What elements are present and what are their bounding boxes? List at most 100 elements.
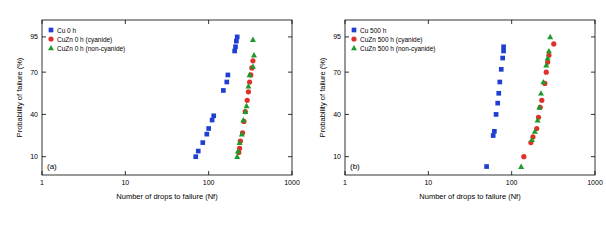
x-tick-label: 100 xyxy=(203,179,215,186)
data-point xyxy=(240,117,246,122)
marks xyxy=(484,34,556,169)
x-tick xyxy=(345,171,346,175)
legend-marker xyxy=(49,28,54,33)
x-tick-label: 10 xyxy=(424,179,432,186)
data-point xyxy=(501,44,506,49)
y-tick xyxy=(345,114,349,115)
legend-marker xyxy=(351,36,356,41)
data-point xyxy=(247,72,253,77)
plot-frame xyxy=(42,20,292,175)
legend-label: Cu 500 h xyxy=(360,27,387,34)
data-point xyxy=(242,108,248,113)
panel: 110100100010407095Number of drops to fai… xyxy=(318,20,603,201)
data-point xyxy=(250,58,255,63)
data-point xyxy=(235,148,241,153)
x-tick xyxy=(511,20,512,24)
data-point xyxy=(500,56,505,61)
x-tick xyxy=(345,20,346,24)
data-point xyxy=(536,104,542,109)
data-point xyxy=(532,128,538,133)
y-tick-label: 40 xyxy=(30,111,38,118)
legend-label: CuZn 0 h (cyanide) xyxy=(57,36,112,44)
y-tick-label: 10 xyxy=(333,153,341,160)
x-tick xyxy=(595,20,596,24)
y-tick-label: 95 xyxy=(333,33,341,40)
y-tick xyxy=(42,72,46,73)
legend: Cu 0 h CuZn 0 h (cyanide)CuZn 0 h (non-cy… xyxy=(48,27,125,53)
data-point xyxy=(551,41,556,46)
y-tick xyxy=(288,156,292,157)
x-tick xyxy=(125,171,126,175)
y-tick xyxy=(345,36,349,37)
y-tick xyxy=(288,114,292,115)
data-point xyxy=(245,83,251,88)
legend-label: Cu 0 h xyxy=(57,27,77,34)
x-tick-label: 10 xyxy=(121,179,129,186)
x-tick xyxy=(428,171,429,175)
legend-marker xyxy=(48,45,54,50)
data-point xyxy=(239,131,245,136)
data-point xyxy=(210,118,215,123)
data-point xyxy=(499,67,504,72)
data-point xyxy=(196,149,201,154)
y-tick-label: 10 xyxy=(30,153,38,160)
x-tick-label: 1000 xyxy=(587,179,603,186)
legend-label: CuZn 500 h (cyanide) xyxy=(360,36,423,44)
y-tick-label: 95 xyxy=(30,33,38,40)
data-point xyxy=(224,80,229,85)
data-point xyxy=(243,109,248,114)
x-tick xyxy=(125,20,126,24)
x-tick-label: 1 xyxy=(343,179,347,186)
data-point xyxy=(501,49,506,54)
figure: 110100100010407095Number of drops to fai… xyxy=(0,0,606,236)
data-point xyxy=(245,98,250,103)
y-tick xyxy=(345,156,349,157)
plot-frame xyxy=(345,20,595,175)
y-tick xyxy=(591,114,595,115)
y-tick-label: 70 xyxy=(30,69,38,76)
data-point xyxy=(539,98,544,103)
legend-marker xyxy=(48,36,53,41)
data-point xyxy=(529,137,535,142)
y-tick xyxy=(288,72,292,73)
data-point xyxy=(538,90,544,95)
data-point xyxy=(543,62,549,67)
data-point xyxy=(235,35,240,40)
x-tick-label: 1 xyxy=(40,179,44,186)
data-point xyxy=(237,139,243,144)
panel-label: (b) xyxy=(350,162,360,171)
y-tick xyxy=(42,114,46,115)
x-tick-label: 1000 xyxy=(284,179,300,186)
x-tick xyxy=(292,171,293,175)
data-point xyxy=(204,132,209,137)
data-point xyxy=(496,91,501,96)
data-point xyxy=(251,52,257,57)
x-tick xyxy=(428,20,429,24)
data-point xyxy=(206,126,211,131)
data-point xyxy=(221,88,226,93)
x-tick xyxy=(42,20,43,24)
panel-label: (a) xyxy=(47,162,57,171)
data-point xyxy=(535,117,541,122)
legend-label: CuZn 0 h (non-cyanide) xyxy=(57,45,125,53)
panel: 110100100010407095Number of drops to fai… xyxy=(15,20,300,201)
y-tick xyxy=(42,156,46,157)
data-point xyxy=(497,80,502,85)
marks xyxy=(193,35,257,159)
data-point xyxy=(226,73,231,78)
data-point xyxy=(495,101,500,106)
data-point xyxy=(518,163,524,168)
data-point xyxy=(484,164,489,169)
data-point xyxy=(244,103,250,108)
y-tick-label: 40 xyxy=(333,111,341,118)
x-tick xyxy=(595,171,596,175)
y-tick xyxy=(42,36,46,37)
data-point xyxy=(211,113,216,118)
y-tick xyxy=(345,72,349,73)
x-tick xyxy=(42,171,43,175)
data-point xyxy=(544,70,549,75)
data-point xyxy=(250,63,256,68)
data-point xyxy=(193,154,198,159)
legend-marker xyxy=(352,28,357,33)
y-axis-label: Probability of failure (%) xyxy=(15,57,24,137)
